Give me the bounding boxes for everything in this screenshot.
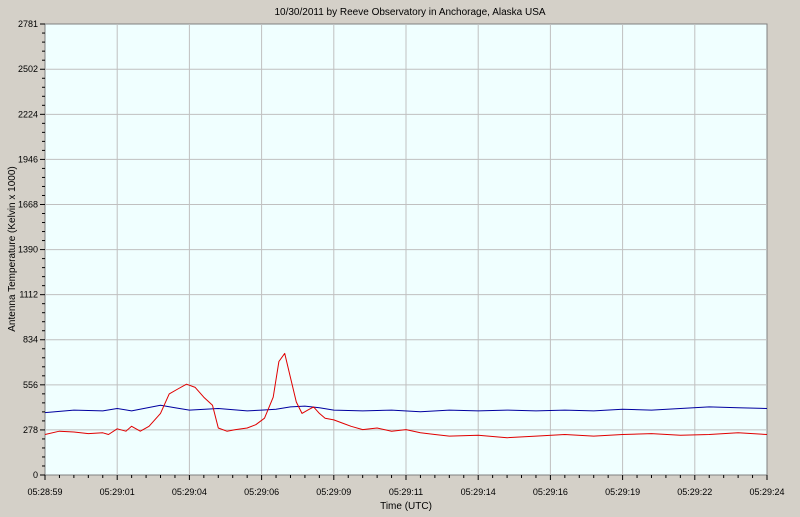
x-tick-label: 05:29:11	[389, 487, 423, 497]
x-axis-title: Time (UTC)	[380, 501, 432, 512]
y-tick-label: 556	[23, 380, 38, 390]
y-tick-label: 0	[33, 470, 38, 480]
x-tick-label: 05:29:01	[100, 487, 135, 497]
x-tick-label: 05:29:04	[172, 487, 207, 497]
y-tick-label: 1668	[18, 199, 38, 209]
y-tick-label: 1112	[19, 290, 38, 300]
y-tick-label: 2502	[18, 64, 38, 74]
x-tick-label: 05:29:19	[605, 487, 640, 497]
x-tick-label: 05:28:59	[27, 487, 62, 497]
x-tick-label: 05:29:16	[533, 487, 568, 497]
x-tick-label: 05:29:14	[461, 487, 496, 497]
y-axis-ticks: 0 278 556 834 1112 1390 1668 1946 2224 2502 2781	[18, 19, 45, 480]
x-axis-ticks: 05:28:59 05:29:01 05:29:04 05:29:06 05:29:09…	[27, 475, 785, 497]
series-line-2	[44, 352, 768, 439]
y-tick-label: 1946	[18, 154, 38, 164]
y-tick-label: 1390	[18, 245, 38, 255]
y-axis-title: Antenna Temperature (Kelvin x 1000)	[7, 166, 18, 331]
y-tick-label: 2781	[18, 19, 38, 29]
y-tick-label: 834	[23, 335, 38, 345]
x-tick-label: 05:29:22	[677, 487, 712, 497]
x-tick-label: 05:29:09	[316, 487, 351, 497]
grid	[45, 24, 767, 475]
y-tick-label: 278	[23, 425, 38, 435]
x-tick-label: 05:29:06	[244, 487, 279, 497]
series-line-1	[44, 404, 768, 414]
y-tick-label: 2224	[18, 109, 38, 119]
chart-title: 10/30/2011 by Reeve Observatory in Ancho…	[274, 7, 545, 18]
series-layer	[44, 352, 768, 439]
x-tick-label: 05:29:24	[749, 487, 784, 497]
